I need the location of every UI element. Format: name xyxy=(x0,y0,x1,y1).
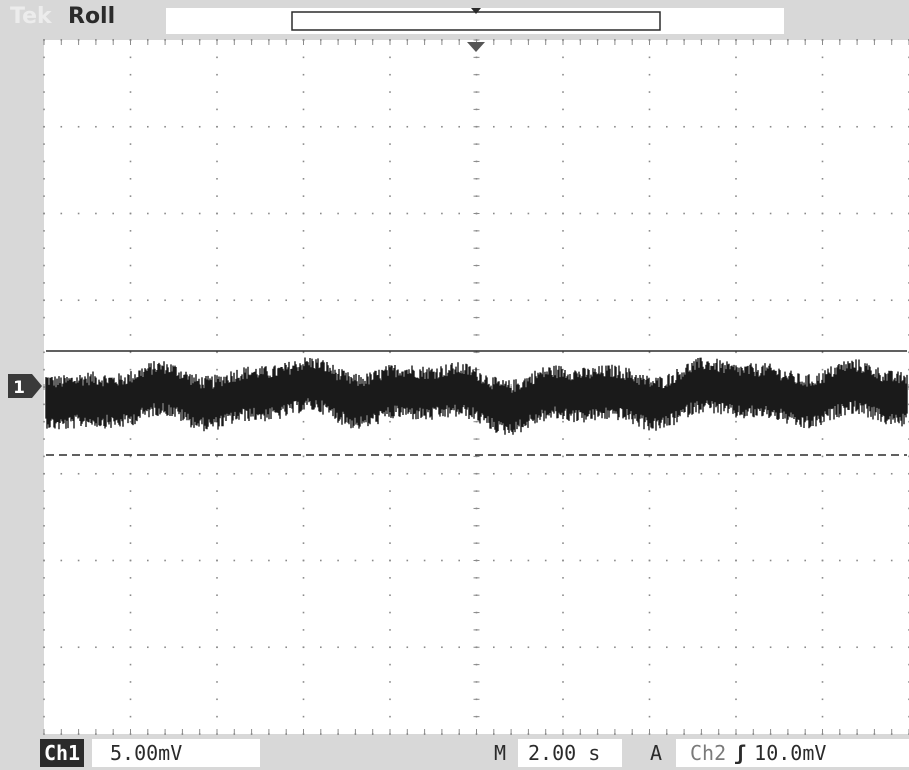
timebase-prefix: M xyxy=(494,741,507,765)
trigger-source: Ch2 xyxy=(690,741,727,765)
trigger-readout: Ch2 ʃ 10.0mV xyxy=(676,739,909,767)
channel-1-badge[interactable]: Ch1 xyxy=(40,739,84,767)
channel-1-marker-label: 1 xyxy=(13,378,25,398)
status-bar: Ch1 5.00mV M 2.00 s A Ch2 ʃ 10.0mV xyxy=(0,736,909,770)
ch1-waveform-trace xyxy=(45,357,908,435)
trigger-level: 10.0mV xyxy=(754,741,827,765)
trigger-prefix: A xyxy=(650,741,663,765)
waveform-display: 1 xyxy=(8,8,909,735)
timebase-value: 2.00 s xyxy=(518,739,622,767)
ch1-noise-band xyxy=(45,357,908,435)
trigger-position-icon xyxy=(467,42,485,52)
channel-1-marker-icon[interactable]: 1 xyxy=(8,374,42,398)
record-position-icon xyxy=(471,8,481,14)
acquisition-mode-label: Roll xyxy=(68,4,116,29)
channel-1-scale: 5.00mV xyxy=(92,739,260,767)
brand-logo: Tek xyxy=(10,4,52,29)
rising-edge-icon: ʃ xyxy=(734,741,747,765)
